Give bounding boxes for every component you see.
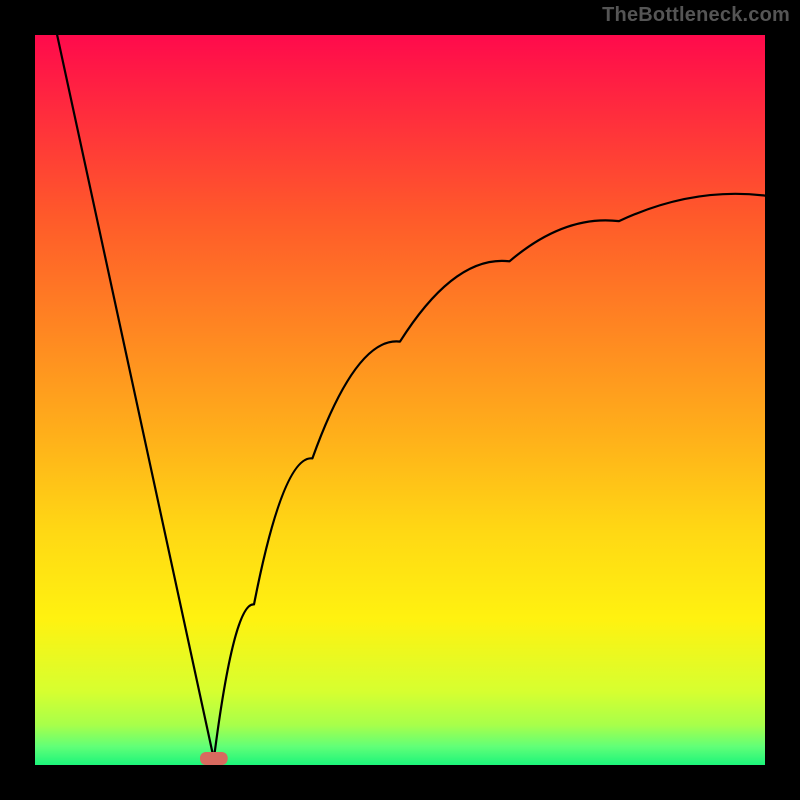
chart-container: TheBottleneck.com <box>0 0 800 800</box>
chart-background-gradient <box>35 35 765 765</box>
watermark-text: TheBottleneck.com <box>602 4 790 27</box>
bottleneck-chart <box>0 0 800 800</box>
optimal-point-marker <box>200 752 228 765</box>
